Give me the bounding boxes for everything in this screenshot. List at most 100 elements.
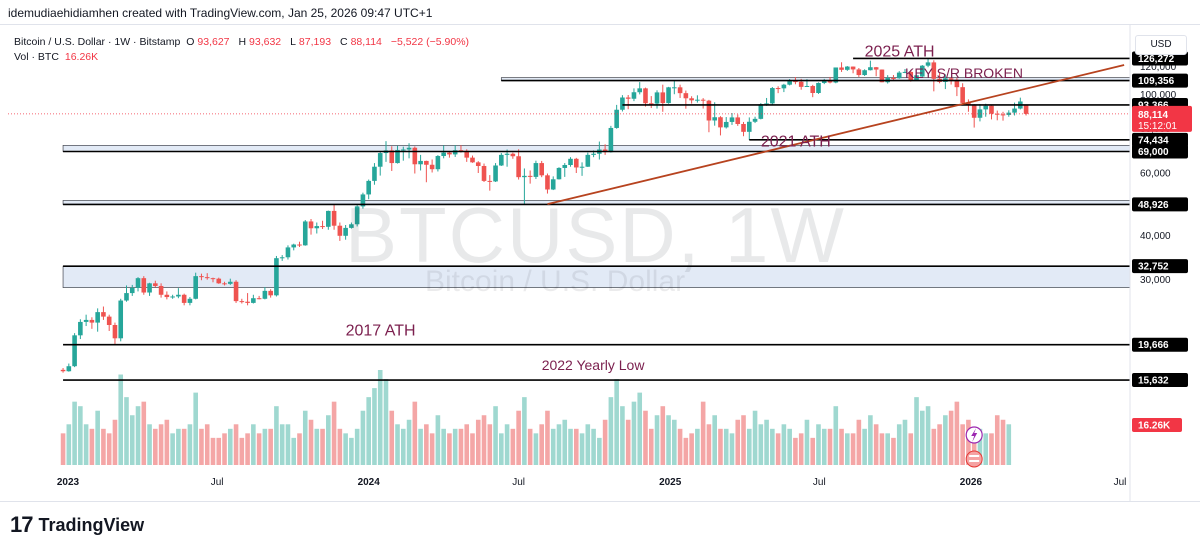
last-price-countdown: 15:12:01 xyxy=(1138,121,1177,132)
volume-bar xyxy=(406,419,412,465)
candle-body xyxy=(377,153,383,167)
y-tick-label: 100,000 xyxy=(1140,90,1177,101)
candle-body xyxy=(914,75,919,81)
volume-bar xyxy=(798,433,804,465)
volume-bar xyxy=(908,433,914,465)
candle-body xyxy=(504,153,510,155)
volume-bar xyxy=(683,437,689,465)
candle-body xyxy=(227,281,233,284)
volume-bar xyxy=(787,428,792,465)
volume-bar xyxy=(493,406,498,465)
legend-change: −5,522 (−5.90%) xyxy=(390,36,470,48)
candle-body xyxy=(204,277,210,279)
candle-body xyxy=(400,149,406,151)
level-tag-text: 69,000 xyxy=(1138,147,1169,158)
volume-bar xyxy=(677,428,683,465)
volume-bar xyxy=(948,410,954,465)
volume-bar xyxy=(585,424,591,465)
volume-bar xyxy=(643,410,648,465)
candle-body xyxy=(1006,112,1012,115)
volume-bar xyxy=(839,428,844,465)
volume-bar xyxy=(343,433,348,465)
candle-body xyxy=(331,210,337,226)
volume-bar xyxy=(441,428,446,465)
level-tag: 19,666 xyxy=(1132,337,1188,352)
candle-body xyxy=(170,296,175,298)
volume-bar xyxy=(395,424,400,465)
candle-body xyxy=(654,92,660,104)
volume-bar xyxy=(614,379,619,465)
volume-bar xyxy=(637,392,643,465)
candle-body xyxy=(435,156,441,170)
candle-body xyxy=(395,149,400,164)
volume-bar xyxy=(245,433,250,465)
candle-body xyxy=(545,175,550,190)
volume-bar xyxy=(793,437,798,465)
candle-body xyxy=(176,294,181,297)
candle-body xyxy=(135,278,141,288)
zones-layer xyxy=(62,77,1131,288)
volume-bar xyxy=(366,397,371,465)
candle-body xyxy=(164,294,170,298)
candle-body xyxy=(689,98,694,101)
tradingview-brand[interactable]: TradingView xyxy=(38,514,145,535)
level-tag: 48,926 xyxy=(1132,197,1188,212)
volume-bar xyxy=(95,410,100,465)
volume-bar xyxy=(573,428,579,465)
legend-volume-row: Vol · BTC 16.26K xyxy=(14,50,472,65)
volume-bar xyxy=(631,401,637,465)
candle-body xyxy=(954,79,960,88)
volume-bar xyxy=(279,424,285,465)
candle-body xyxy=(181,294,187,303)
x-tick-label: 2023 xyxy=(57,477,80,488)
candle-body xyxy=(706,100,712,121)
currency-button[interactable]: USD xyxy=(1135,35,1187,55)
candle-body xyxy=(66,366,72,372)
level-tag-bg xyxy=(1132,259,1188,274)
candle-body xyxy=(429,164,435,170)
price-tags: 126,272109,35693,36674,43469,00048,92632… xyxy=(1132,51,1192,432)
level-tag-text: 109,356 xyxy=(1138,76,1175,87)
volume-bar xyxy=(960,424,965,465)
volume-bar xyxy=(170,433,175,465)
volume-bar xyxy=(89,428,95,465)
legend-volume-label[interactable]: Vol · BTC xyxy=(14,51,59,63)
volume-bar xyxy=(458,428,464,465)
annotation-label: 2017 ATH xyxy=(346,322,416,339)
volume-bar xyxy=(475,419,481,465)
volume-bar xyxy=(522,397,527,465)
volume-tag-text: 16.26K xyxy=(1138,421,1171,432)
legend-symbol[interactable]: Bitcoin / U.S. Dollar · 1W · Bitstamp xyxy=(14,36,181,48)
level-tag-bg xyxy=(1132,144,1188,159)
tradingview-logo-icon[interactable]: 17 xyxy=(10,512,34,537)
legend-high: H 93,632 xyxy=(238,36,282,48)
volume-bar xyxy=(856,419,862,465)
y-tick-label: 40,000 xyxy=(1140,231,1171,242)
volume-bar xyxy=(176,428,181,465)
volume-bar xyxy=(78,406,83,465)
volume-bar xyxy=(550,428,556,465)
candle-body xyxy=(153,283,158,286)
candle-body xyxy=(314,226,320,229)
volume-bar xyxy=(504,424,510,465)
x-tick-label: Jul xyxy=(512,477,525,488)
volume-bar xyxy=(106,433,112,465)
volume-bar xyxy=(297,433,302,465)
volume-bar xyxy=(274,406,279,465)
volume-bar xyxy=(850,433,856,465)
volume-bar xyxy=(545,410,550,465)
volume-bar xyxy=(977,428,983,465)
last-price-value: 88,114 xyxy=(1138,110,1168,121)
volume-bar xyxy=(326,415,331,465)
candle-body xyxy=(643,88,648,104)
volume-bar xyxy=(718,428,723,465)
candle-body xyxy=(279,257,285,259)
volume-bar xyxy=(989,433,994,465)
annotation-label: 2021 ATH xyxy=(761,134,831,151)
candle-body xyxy=(274,258,279,296)
volume-bar xyxy=(487,424,493,465)
volume-bar xyxy=(470,433,475,465)
candle-body xyxy=(60,369,66,372)
annotation-label: KEY S/R BROKEN xyxy=(905,65,1023,81)
